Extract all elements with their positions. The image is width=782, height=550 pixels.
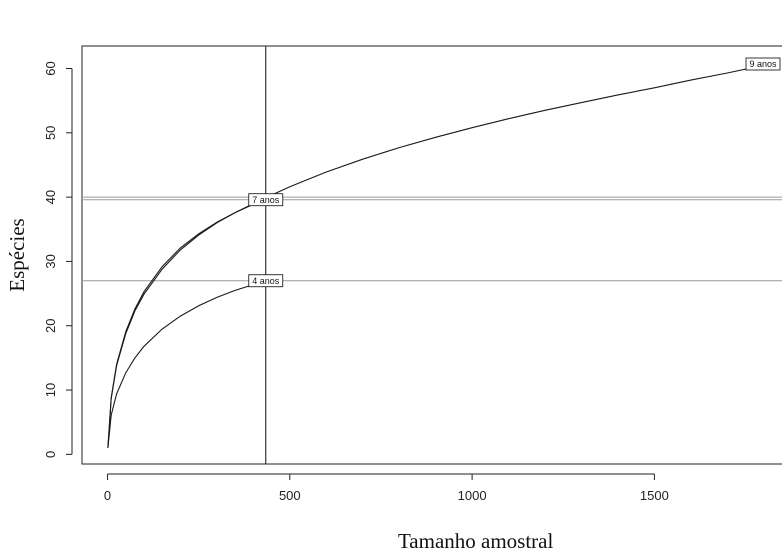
plot-frame — [81, 45, 782, 465]
curve-label-3: 9 anos — [745, 57, 781, 71]
curve-label-box — [248, 274, 284, 288]
x-axis-title: Tamanho amostral — [398, 529, 554, 550]
series-line-2 — [107, 199, 266, 448]
x-axis: 0 500 1000 1500 — [104, 473, 669, 503]
y-axis-title: Espécies — [5, 218, 29, 291]
series-line-1 — [107, 280, 266, 448]
curve-label-box — [248, 193, 284, 207]
y-tick-label: 60 — [43, 61, 58, 75]
x-tick-label: 0 — [104, 488, 111, 503]
curve-label-text: 4 anos — [252, 276, 280, 286]
curve-label-1: 4 anos — [248, 274, 284, 288]
curve-label-text: 7 anos — [252, 195, 280, 205]
reference-lines — [82, 46, 782, 464]
curve-label-text: 9 anos — [749, 59, 777, 69]
y-tick-label: 10 — [43, 383, 58, 397]
x-tick-label: 1000 — [458, 488, 487, 503]
series-curves — [107, 64, 764, 448]
y-axis: 0 10 20 30 40 50 60 — [43, 61, 73, 458]
y-tick-label: 20 — [43, 319, 58, 333]
y-tick-label: 40 — [43, 190, 58, 204]
y-tick-label: 30 — [43, 254, 58, 268]
y-tick-label: 50 — [43, 126, 58, 140]
x-tick-label: 1500 — [640, 488, 669, 503]
series-line-3 — [107, 64, 764, 448]
curve-label-box — [745, 57, 781, 71]
x-tick-label: 500 — [279, 488, 301, 503]
y-tick-label: 0 — [43, 451, 58, 458]
curve-label-2: 7 anos — [248, 193, 284, 207]
curve-labels: 4 anos 7 anos 9 anos — [248, 57, 781, 288]
